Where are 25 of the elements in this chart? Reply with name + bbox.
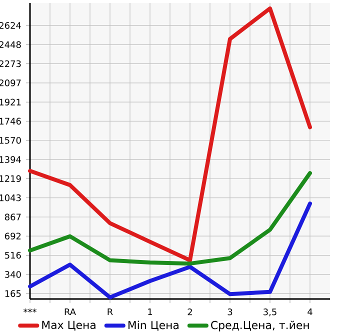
- legend-label: Сред.Цена, т.йен: [211, 320, 309, 332]
- y-tick-label: 1043: [0, 194, 21, 202]
- y-tick-label: 1570: [0, 136, 21, 144]
- y-tick-label: 867: [4, 214, 21, 220]
- y-tick-label: 516: [5, 252, 21, 259]
- legend-label: Max Цена: [42, 320, 96, 331]
- x-tick-label: 2: [188, 308, 192, 316]
- y-tick-label: 1921: [0, 98, 21, 106]
- line-series: [28, 171, 312, 266]
- y-tick-label: 165: [5, 290, 21, 297]
- x-tick-label: 1: [148, 308, 152, 316]
- x-tick-label: ***: [24, 308, 36, 313]
- line-series: [28, 202, 312, 300]
- line-series: [28, 6, 312, 262]
- y-tick-label: 1394: [0, 156, 21, 163]
- legend-label: Min Цена: [128, 320, 178, 331]
- x-tick-label: R: [108, 308, 113, 316]
- y-tick-label: 1219: [0, 175, 21, 182]
- x-tick-label: 3,5: [264, 308, 276, 316]
- y-tick-label: 340: [5, 271, 21, 278]
- x-tick-label: 3: [228, 308, 232, 316]
- x-tick-label: 4: [308, 308, 312, 316]
- y-tick-label: 1746: [0, 118, 21, 125]
- y-tick-label: 692: [4, 232, 21, 240]
- x-tick-label: RA: [64, 308, 76, 316]
